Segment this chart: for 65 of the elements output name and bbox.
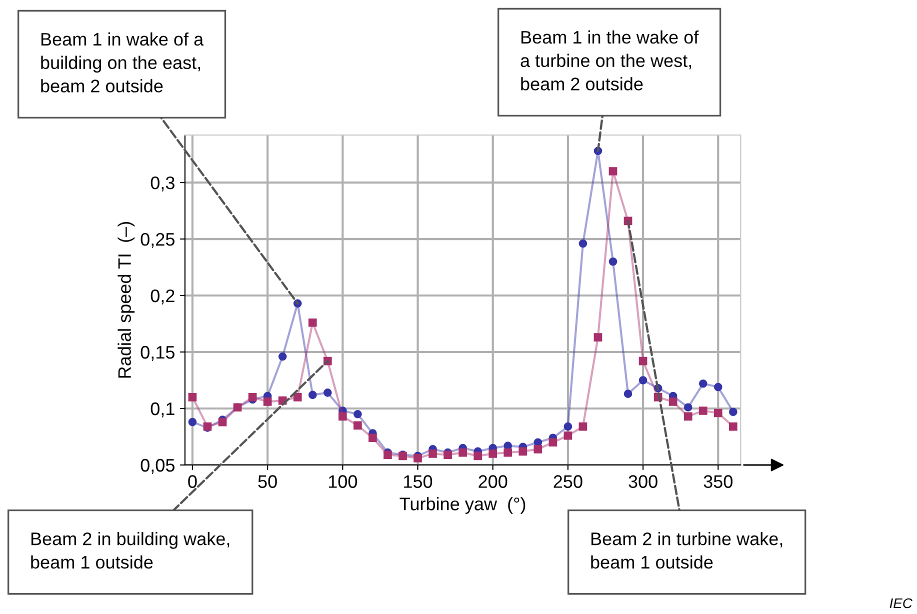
- y-tick-label: 0,15: [140, 346, 174, 361]
- annotation: Beam 1 in the wake of a turbine on the west, beam 2 outside: [520, 30, 699, 90]
- point: [278, 352, 287, 361]
- x-tick-label: 50: [258, 475, 277, 488]
- x-tick-label: 100: [328, 475, 358, 488]
- point: [534, 445, 542, 454]
- annotation: Beam 1 in wake of a building on the east, beam 2 outside: [41, 32, 204, 92]
- point: [668, 398, 678, 406]
- point: [444, 450, 452, 459]
- point: [218, 418, 227, 426]
- point: [698, 379, 708, 388]
- point: [428, 450, 437, 458]
- point: [564, 431, 572, 440]
- x-tick-label: 250: [554, 475, 582, 488]
- point: [188, 393, 197, 402]
- point: [608, 257, 618, 266]
- point: [578, 239, 588, 248]
- point: [578, 422, 588, 431]
- y-tick-label: 0,2: [150, 289, 174, 304]
- point: [638, 376, 648, 384]
- point: [684, 412, 692, 421]
- point: [308, 318, 317, 327]
- point: [414, 454, 422, 462]
- x-tick-label: 150: [404, 475, 432, 488]
- point: [684, 403, 692, 412]
- point: [728, 422, 738, 431]
- x-axis-title: Turbine yaw (°): [400, 497, 526, 514]
- point: [248, 393, 257, 402]
- point: [354, 421, 362, 430]
- point: [293, 393, 302, 402]
- point: [488, 450, 498, 458]
- annotation: Beam 2 in turbine wake, beam 1 outside: [591, 532, 782, 569]
- point: [458, 448, 467, 457]
- y-tick-label: 0,05: [140, 458, 174, 474]
- point: [594, 333, 602, 342]
- point: [728, 408, 738, 416]
- text: IEC: [890, 598, 912, 608]
- point: [548, 438, 558, 447]
- point: [263, 398, 272, 406]
- point: [504, 448, 512, 457]
- y-tick-label: 0,1: [150, 402, 174, 418]
- point: [624, 390, 632, 398]
- point: [564, 422, 572, 431]
- point: [384, 450, 392, 459]
- y-tick-label: 0,3: [150, 176, 174, 192]
- y-axis-title: Radial speed TI (–): [118, 222, 135, 378]
- point: [714, 408, 722, 418]
- point: [308, 390, 317, 400]
- point: [188, 418, 197, 426]
- point: [714, 382, 722, 392]
- x-tick-label: 200: [478, 475, 508, 488]
- point: [368, 434, 377, 442]
- point: [354, 410, 362, 418]
- x-tick-label: 0: [188, 475, 197, 488]
- point: [323, 388, 332, 397]
- point: [638, 356, 648, 366]
- x-tick-label: 350: [704, 475, 732, 488]
- x-tick-label: 300: [628, 475, 658, 488]
- point: [608, 167, 618, 176]
- point: [518, 447, 528, 456]
- annotation: Beam 2 in building wake, beam 1 outside: [31, 532, 230, 569]
- point: [338, 412, 347, 421]
- point: [698, 406, 708, 415]
- y-tick-label: 0,25: [140, 232, 174, 248]
- point: [474, 452, 482, 460]
